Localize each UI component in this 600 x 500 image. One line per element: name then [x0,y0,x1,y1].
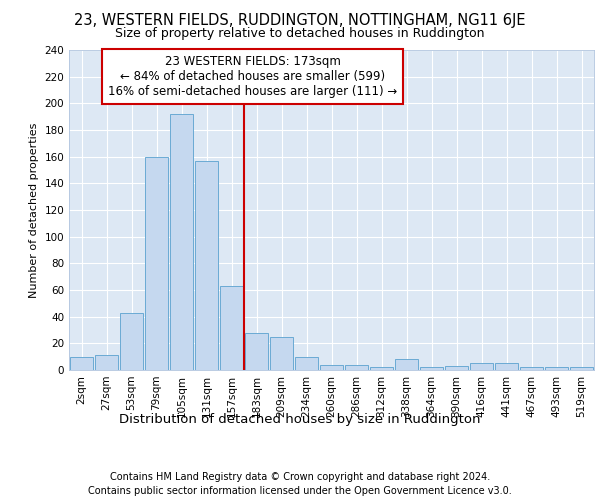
Text: Contains HM Land Registry data © Crown copyright and database right 2024.: Contains HM Land Registry data © Crown c… [110,472,490,482]
Bar [470,364,493,370]
Bar [370,368,393,370]
Text: 23 WESTERN FIELDS: 173sqm
← 84% of detached houses are smaller (599)
16% of semi: 23 WESTERN FIELDS: 173sqm ← 84% of detac… [108,55,397,98]
Bar [520,368,543,370]
Bar [70,356,93,370]
Bar [495,364,518,370]
Bar [295,356,318,370]
Bar [545,368,568,370]
Bar [120,312,143,370]
Bar [420,368,443,370]
Bar [570,368,593,370]
Bar [145,156,168,370]
Text: Contains public sector information licensed under the Open Government Licence v3: Contains public sector information licen… [88,486,512,496]
Bar [170,114,193,370]
Bar [395,360,418,370]
Bar [270,336,293,370]
Bar [445,366,468,370]
Bar [95,356,118,370]
Bar [320,364,343,370]
Bar [245,332,268,370]
Text: 23, WESTERN FIELDS, RUDDINGTON, NOTTINGHAM, NG11 6JE: 23, WESTERN FIELDS, RUDDINGTON, NOTTINGH… [74,12,526,28]
Y-axis label: Number of detached properties: Number of detached properties [29,122,39,298]
Text: Size of property relative to detached houses in Ruddington: Size of property relative to detached ho… [115,28,485,40]
Bar [220,286,243,370]
Bar [345,364,368,370]
Bar [195,160,218,370]
Text: Distribution of detached houses by size in Ruddington: Distribution of detached houses by size … [119,412,481,426]
